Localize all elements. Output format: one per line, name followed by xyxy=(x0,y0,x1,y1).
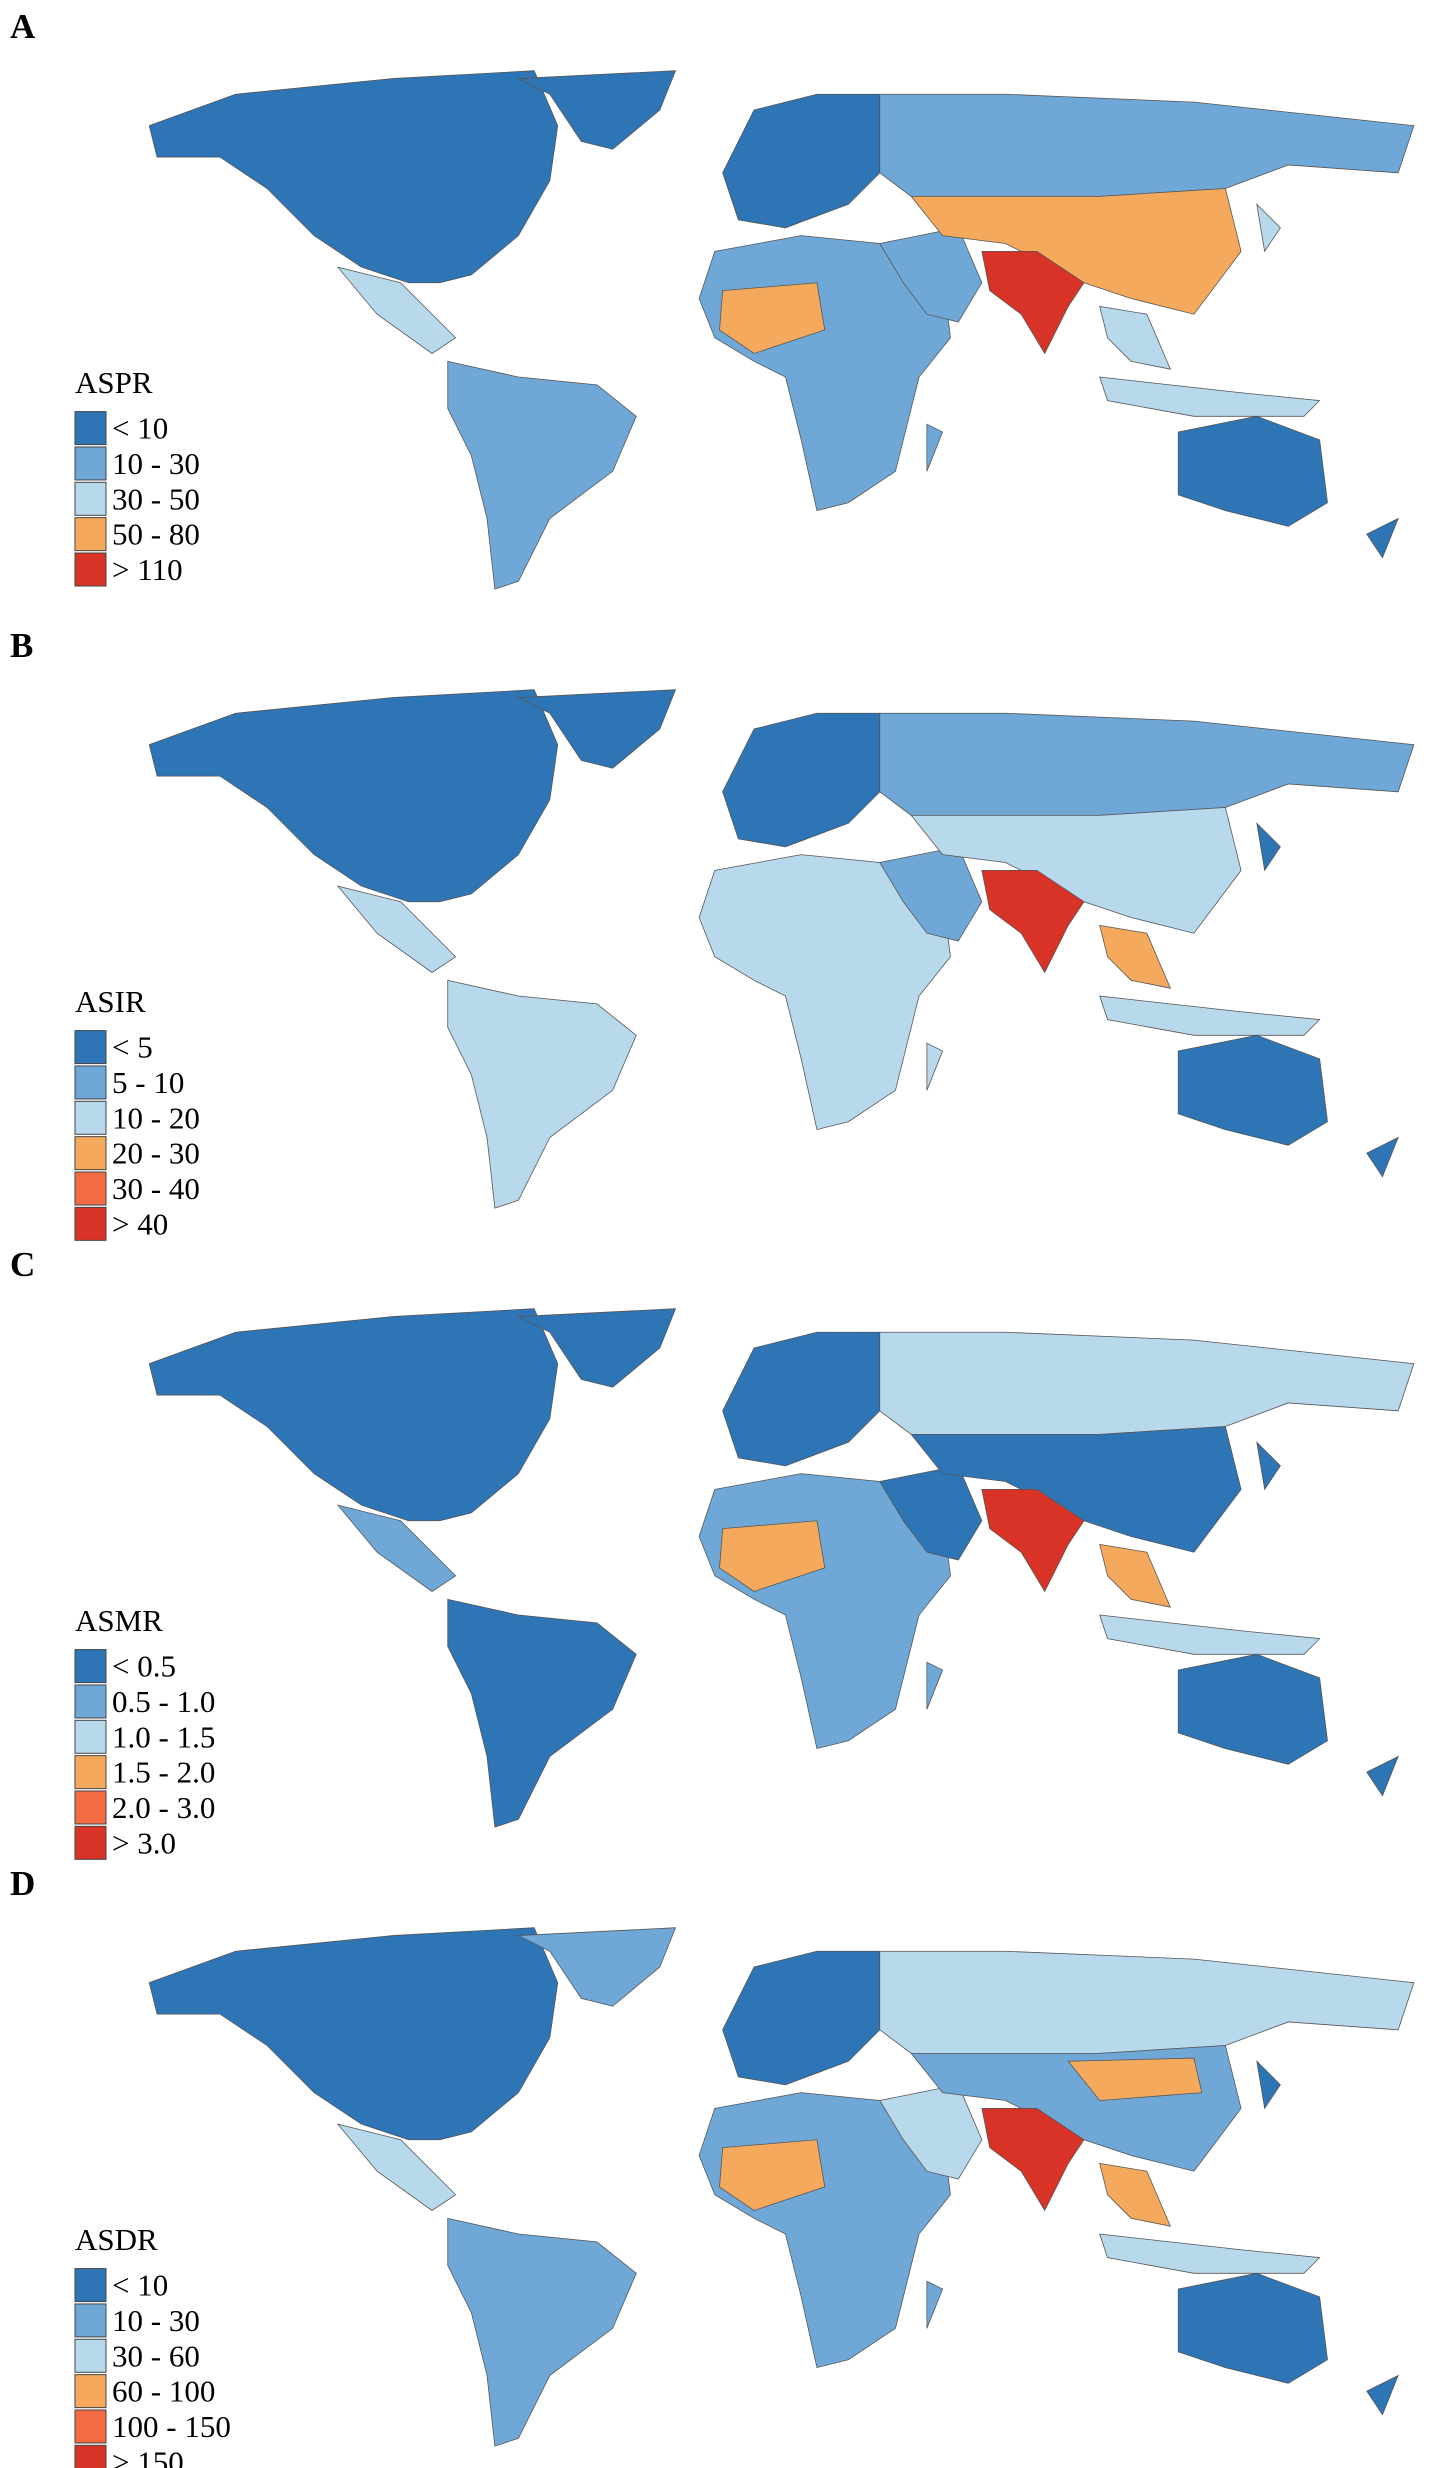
legend-swatch xyxy=(74,2338,107,2373)
legend-label: < 0.5 xyxy=(112,1649,176,1684)
legend-swatch xyxy=(74,411,107,446)
panel-label: A xyxy=(10,7,36,46)
legend-title: ASMR xyxy=(75,1603,163,1638)
legend-swatch xyxy=(74,1100,107,1135)
legend-label: 10 - 30 xyxy=(112,2303,200,2338)
legend-label: 10 - 20 xyxy=(112,1100,200,1135)
legend-swatch xyxy=(74,481,107,516)
map xyxy=(148,69,1415,590)
legend-label: > 110 xyxy=(112,552,183,587)
legend-label: 50 - 80 xyxy=(112,517,200,552)
legend-label: 2.0 - 3.0 xyxy=(112,1790,215,1825)
legend-title: ASDR xyxy=(75,2222,158,2257)
legend-label: > 40 xyxy=(112,1206,168,1241)
legend-label: > 150 xyxy=(112,2444,184,2468)
legend-swatch xyxy=(74,446,107,481)
legend-swatch xyxy=(74,517,107,552)
legend-label: < 5 xyxy=(112,1030,153,1065)
legend-label: 30 - 60 xyxy=(112,2338,200,2373)
legend-label: > 3.0 xyxy=(112,1825,176,1860)
legend-swatch xyxy=(74,2444,107,2468)
legend-swatch xyxy=(74,1755,107,1790)
legend-swatch xyxy=(74,2268,107,2303)
legend-label: 30 - 40 xyxy=(112,1171,200,1206)
legend-swatch xyxy=(74,2409,107,2444)
legend-label: < 10 xyxy=(112,411,168,446)
legend-label: 20 - 30 xyxy=(112,1136,200,1171)
legend-swatch xyxy=(74,1065,107,1100)
legend-swatch xyxy=(74,2374,107,2409)
legend-swatch xyxy=(74,1206,107,1241)
panel-label: B xyxy=(10,626,33,665)
legend-label: 10 - 30 xyxy=(112,446,200,481)
map xyxy=(148,1926,1415,2447)
map xyxy=(148,688,1415,1209)
legend-label: 1.0 - 1.5 xyxy=(112,1719,215,1754)
legend-swatch xyxy=(74,1825,107,1860)
legend-label: 100 - 150 xyxy=(112,2409,231,2444)
legend-title: ASPR xyxy=(75,365,153,400)
legend-swatch xyxy=(74,1790,107,1825)
legend-label: 30 - 50 xyxy=(112,481,200,516)
legend-swatch xyxy=(74,552,107,587)
map xyxy=(148,1307,1415,1828)
legend-label: 0.5 - 1.0 xyxy=(112,1684,215,1719)
legend-swatch xyxy=(74,1719,107,1754)
legend-swatch xyxy=(74,2303,107,2338)
legend-swatch xyxy=(74,1171,107,1206)
legend-label: 60 - 100 xyxy=(112,2374,215,2409)
legend-label: < 10 xyxy=(112,2268,168,2303)
panel-label: D xyxy=(10,1864,35,1903)
legend-swatch xyxy=(74,1030,107,1065)
legend-label: 1.5 - 2.0 xyxy=(112,1755,215,1790)
legend-swatch xyxy=(74,1684,107,1719)
legend-swatch xyxy=(74,1136,107,1171)
legend-swatch xyxy=(74,1649,107,1684)
legend-label: 5 - 10 xyxy=(112,1065,184,1100)
panel-label: C xyxy=(10,1245,35,1284)
legend-title: ASIR xyxy=(75,984,146,1019)
